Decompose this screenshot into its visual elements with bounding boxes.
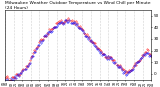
- Text: Milwaukee Weather Outdoor Temperature vs Wind Chill per Minute (24 Hours): Milwaukee Weather Outdoor Temperature vs…: [5, 1, 151, 10]
